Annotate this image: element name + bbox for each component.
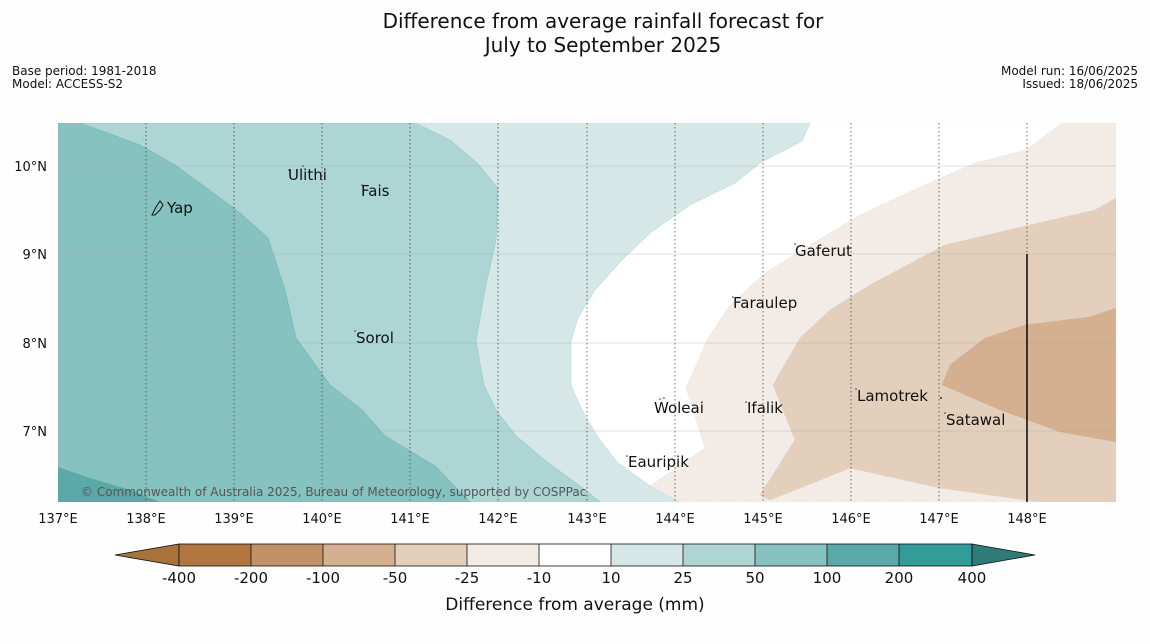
colorbar-label: -25 (455, 569, 480, 587)
colorbar-swatch (899, 544, 972, 566)
map-panel: Yap Ulithi Fais Sorol Gaferut Faraulep W… (58, 123, 1116, 502)
lon-tick: 142°E (478, 512, 518, 527)
copyright-notice: © Commonwealth of Australia 2025, Bureau… (81, 485, 586, 499)
lat-tick: 10°N (14, 160, 47, 175)
place-gaferut: Gaferut (795, 242, 852, 260)
colorbar: -400 -200 -100 -50 -25 -10 10 25 50 100 … (114, 543, 1036, 615)
colorbar-label: 200 (885, 569, 914, 587)
colorbar-swatch (395, 544, 467, 566)
colorbar-swatch (827, 544, 899, 566)
lon-tick: 141°E (390, 512, 430, 527)
colorbar-label: 100 (813, 569, 842, 587)
lon-tick: 140°E (302, 512, 342, 527)
lon-tick: 147°E (919, 512, 959, 527)
colorbar-label: 10 (601, 569, 620, 587)
place-sorol: Sorol (356, 329, 394, 347)
lon-tick: 137°E (38, 512, 78, 527)
title-line-2: July to September 2025 (484, 33, 722, 57)
colorbar-swatch (179, 544, 251, 566)
place-lamotrek: Lamotrek (857, 387, 928, 405)
colorbar-label: -200 (234, 569, 268, 587)
colorbar-label: 50 (745, 569, 764, 587)
place-ifalik: Ifalik (747, 399, 783, 417)
colorbar-swatch (467, 544, 539, 566)
place-labels: Yap Ulithi Fais Sorol Gaferut Faraulep W… (166, 166, 1005, 471)
meta-left: Base period: 1981-2018 Model: ACCESS-S2 (12, 65, 157, 91)
place-ulithi: Ulithi (288, 166, 327, 184)
lon-tick: 138°E (126, 512, 166, 527)
lon-tick: 144°E (655, 512, 695, 527)
colorbar-extend-low (114, 543, 180, 567)
colorbar-swatch (611, 544, 683, 566)
colorbar-label: -100 (306, 569, 340, 587)
colorbar-label: 25 (673, 569, 692, 587)
colorbar-label: -10 (527, 569, 552, 587)
title-line-1: Difference from average rainfall forecas… (382, 9, 824, 33)
issued-date: Issued: 18/06/2025 (1022, 77, 1138, 91)
colorbar-extend-high (971, 543, 1036, 567)
colorbar-swatch (683, 544, 755, 566)
lat-tick: 8°N (23, 337, 48, 352)
lon-tick: 146°E (831, 512, 871, 527)
colorbar-swatch (251, 544, 323, 566)
place-satawal: Satawal (946, 411, 1005, 429)
colorbar-swatch (539, 544, 611, 566)
latitude-tick-labels: 10°N 9°N 8°N 7°N (14, 160, 47, 440)
rain-band-50-100 (58, 123, 471, 502)
place-faraulep: Faraulep (733, 294, 797, 312)
rain-band-neg25-neg50-fill (930, 385, 1116, 502)
place-woleai: Woleai (654, 399, 704, 417)
lon-tick: 143°E (567, 512, 607, 527)
lat-tick: 9°N (23, 248, 48, 263)
colorbar-frame (178, 543, 973, 567)
model-name: Model: ACCESS-S2 (12, 77, 124, 91)
map-title: Difference from average rainfall forecas… (0, 9, 1150, 57)
yap-island-outline (151, 200, 164, 216)
place-fais: Fais (361, 182, 390, 200)
meta-right: Model run: 16/06/2025 Issued: 18/06/2025 (1001, 65, 1138, 91)
place-yap: Yap (166, 199, 193, 217)
rain-band-100-200 (58, 467, 160, 502)
colorbar-label: 400 (958, 569, 987, 587)
place-eauripik: Eauripik (628, 453, 689, 471)
colorbar-label: -400 (162, 569, 196, 587)
colorbar-swatch (323, 544, 395, 566)
lat-tick: 7°N (23, 425, 48, 440)
rain-band-neg50-neg100-redraw (942, 308, 1116, 442)
lon-tick: 145°E (743, 512, 783, 527)
longitude-tick-labels: 137°E 138°E 139°E 140°E 141°E 142°E 143°… (38, 512, 1047, 527)
colorbar-label: -50 (383, 569, 408, 587)
colorbar-title: Difference from average (mm) (445, 595, 704, 615)
island-markers (288, 165, 946, 457)
lon-tick: 139°E (214, 512, 254, 527)
lon-tick: 148°E (1007, 512, 1047, 527)
base-period: Base period: 1981-2018 (12, 64, 157, 78)
colorbar-swatch (755, 544, 827, 566)
model-run: Model run: 16/06/2025 (1000, 64, 1138, 78)
